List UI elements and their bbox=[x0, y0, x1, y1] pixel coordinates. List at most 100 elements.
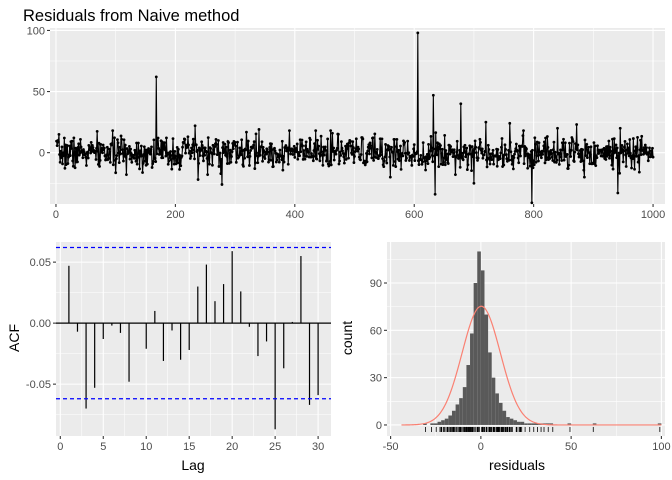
residual-point bbox=[567, 163, 571, 167]
residual-point bbox=[572, 160, 576, 163]
histogram-bar bbox=[502, 410, 507, 425]
residual-point bbox=[191, 137, 195, 141]
residual-point bbox=[168, 156, 172, 159]
residual-point bbox=[141, 171, 144, 174]
residual-point bbox=[645, 146, 648, 150]
residual-point bbox=[230, 150, 234, 154]
residual-point bbox=[235, 153, 239, 157]
residual-point bbox=[292, 144, 296, 148]
residual-point bbox=[70, 139, 74, 143]
residual-point bbox=[569, 148, 573, 152]
residual-point bbox=[249, 149, 253, 152]
residual-point bbox=[91, 146, 95, 149]
residual-point bbox=[576, 143, 580, 147]
residual-point bbox=[626, 152, 630, 155]
residual-point bbox=[340, 146, 344, 150]
residual-point bbox=[438, 147, 442, 151]
residual-point bbox=[220, 183, 224, 186]
residual-point bbox=[348, 139, 352, 143]
histogram-bar bbox=[470, 333, 474, 425]
residual-point bbox=[421, 160, 424, 164]
residual-point bbox=[586, 148, 590, 152]
residual-point bbox=[534, 160, 538, 164]
residual-point bbox=[217, 165, 221, 168]
residual-point bbox=[219, 157, 223, 161]
residual-point bbox=[476, 158, 479, 162]
residual-point bbox=[491, 148, 495, 152]
residual-point bbox=[424, 168, 427, 172]
residual-point bbox=[532, 159, 536, 163]
residual-point bbox=[247, 151, 251, 155]
residual-point bbox=[390, 145, 393, 149]
residual-point bbox=[577, 152, 580, 156]
residual-point bbox=[194, 143, 198, 147]
residual-point bbox=[339, 140, 343, 144]
residual-point bbox=[397, 148, 401, 152]
residual-point bbox=[420, 162, 424, 166]
residual-point bbox=[221, 146, 224, 150]
residual-point bbox=[138, 149, 142, 153]
histogram-bar bbox=[520, 421, 525, 425]
residual-point bbox=[581, 148, 584, 152]
residual-point bbox=[488, 162, 492, 166]
residual-point bbox=[356, 149, 359, 153]
residual-point bbox=[481, 156, 485, 160]
residual-point bbox=[575, 148, 579, 152]
residual-point bbox=[248, 155, 252, 158]
residual-point bbox=[445, 152, 449, 156]
residual-point bbox=[365, 152, 368, 155]
residual-point bbox=[304, 140, 308, 144]
residual-point bbox=[406, 139, 410, 143]
residual-point bbox=[457, 155, 461, 159]
residual-point bbox=[597, 152, 601, 155]
residual-point bbox=[345, 147, 349, 151]
residual-point bbox=[315, 157, 319, 161]
residual-point bbox=[405, 156, 408, 160]
histogram-bar bbox=[480, 270, 485, 425]
residual-point bbox=[651, 155, 655, 159]
residual-point bbox=[514, 142, 518, 146]
residual-point bbox=[496, 148, 500, 151]
residual-point bbox=[129, 147, 133, 151]
residual-point bbox=[535, 154, 539, 158]
residual-point bbox=[618, 126, 622, 130]
ts-y-tick-label: 100 bbox=[27, 25, 45, 37]
residual-point bbox=[546, 145, 550, 149]
residual-point bbox=[339, 153, 343, 157]
residual-point bbox=[121, 151, 125, 155]
residual-point bbox=[124, 155, 128, 159]
residual-point bbox=[492, 162, 496, 166]
residual-point bbox=[301, 144, 304, 148]
residual-point bbox=[399, 167, 403, 171]
histogram-bar bbox=[462, 387, 467, 425]
residual-point bbox=[128, 144, 131, 148]
residual-point bbox=[344, 158, 348, 161]
residual-point bbox=[238, 146, 242, 150]
residual-point bbox=[621, 160, 625, 164]
residual-point bbox=[302, 149, 306, 152]
residual-point bbox=[623, 139, 627, 143]
residual-point bbox=[425, 152, 429, 156]
residual-point bbox=[234, 144, 238, 148]
residual-point bbox=[308, 138, 312, 142]
residual-point bbox=[375, 151, 379, 154]
residual-point bbox=[169, 150, 173, 153]
residual-point bbox=[263, 157, 267, 160]
residual-point bbox=[639, 153, 643, 157]
residual-point bbox=[319, 134, 323, 138]
residual-point bbox=[125, 147, 129, 150]
acf-x-tick-label: 20 bbox=[226, 441, 238, 453]
residual-point bbox=[404, 159, 408, 162]
residual-point bbox=[627, 146, 630, 150]
residual-point bbox=[516, 156, 520, 160]
residual-point bbox=[528, 164, 532, 168]
residual-point bbox=[573, 150, 577, 154]
residual-time-series-panel: 0 200 400 600 800 1000 0 50 100 bbox=[27, 25, 666, 221]
histogram-bar bbox=[455, 404, 460, 425]
residual-point bbox=[187, 143, 190, 147]
residual-point bbox=[522, 129, 525, 133]
residual-point bbox=[206, 136, 210, 139]
residual-point bbox=[633, 149, 637, 153]
residual-point bbox=[93, 149, 97, 153]
residual-point bbox=[326, 137, 330, 141]
